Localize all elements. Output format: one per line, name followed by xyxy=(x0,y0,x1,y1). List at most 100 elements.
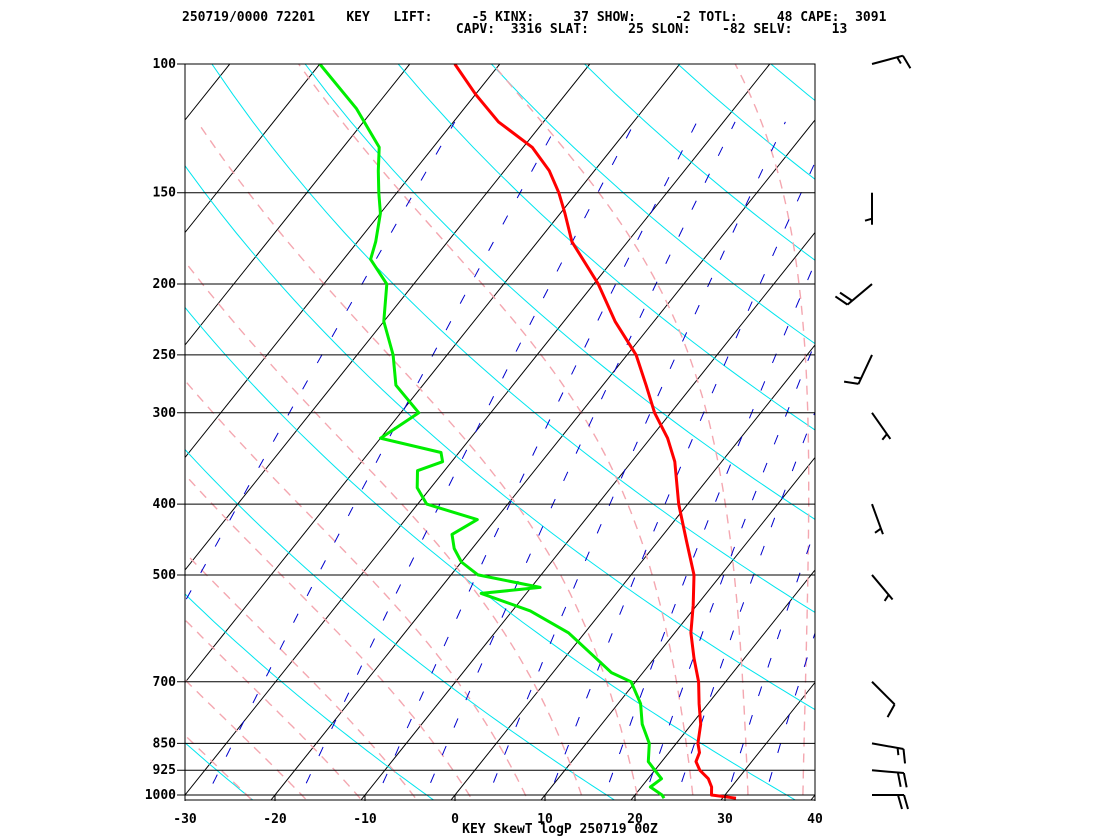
wind-barb xyxy=(872,794,909,810)
wind-barbs xyxy=(834,54,912,810)
mixing-ratio-line xyxy=(675,410,815,800)
header-line-2: CAPV: 3316 SLAT: 25 SLON: -82 SELV: 13 xyxy=(182,22,848,37)
barb-staff xyxy=(871,769,904,775)
dry-adiabat-line xyxy=(490,64,815,345)
barb-staff xyxy=(871,503,884,535)
barb-feather xyxy=(902,748,907,764)
wind-barb xyxy=(834,283,873,306)
moist-adiabat-line xyxy=(185,551,418,800)
mixing-ratio-line xyxy=(602,261,815,800)
wind-barb xyxy=(871,54,912,69)
mixing-ratio-line xyxy=(375,121,698,800)
isotherm-line xyxy=(450,344,815,800)
pressure-tick-label: 100 xyxy=(153,57,177,72)
mixing-ratio-line xyxy=(422,121,736,800)
temp-tick-label: -20 xyxy=(263,812,287,827)
isotherm-line xyxy=(185,64,411,346)
dry-adiabat-line xyxy=(677,64,815,180)
header-line-1: 250719/0000 72201 KEY LIFT: -5 KINX: 37 … xyxy=(182,10,887,25)
pressure-tick-label: 500 xyxy=(153,568,177,583)
wind-barb xyxy=(871,681,896,718)
isotherm-line xyxy=(810,794,815,800)
moist-adiabat-line xyxy=(185,473,474,800)
moist-adiabat-line xyxy=(734,64,810,800)
pressure-tick-label: 1000 xyxy=(145,788,176,803)
barb-half-feather xyxy=(883,594,890,602)
barb-half-feather xyxy=(896,747,900,756)
wind-barb xyxy=(871,769,908,788)
dry-adiabat-line xyxy=(185,593,435,800)
barb-feather xyxy=(903,794,909,810)
pressure-tick-label: 700 xyxy=(153,675,177,690)
barb-half-feather xyxy=(874,527,882,534)
isotherm-line xyxy=(893,31,1120,811)
barb-staff xyxy=(871,681,896,706)
isotherm-line xyxy=(185,64,771,796)
footer-title: KEY SkewT logP 250719 00Z xyxy=(462,822,658,837)
dry-adiabat-line xyxy=(770,64,815,102)
isotherm-line xyxy=(185,64,591,571)
wind-barb xyxy=(871,412,892,441)
pressure-tick-label: 400 xyxy=(153,497,177,512)
barb-half-feather xyxy=(881,433,888,441)
isotherm-line xyxy=(185,64,231,121)
isotherm-line xyxy=(185,64,681,684)
temp-tick-label: 0 xyxy=(451,812,459,827)
barb-staff xyxy=(871,574,894,601)
mixing-ratio-line xyxy=(547,161,815,800)
moist-adiabat-line xyxy=(185,734,253,800)
dry-adiabat-line xyxy=(211,64,815,613)
wind-barb xyxy=(871,742,907,764)
mixing-ratio-line xyxy=(485,121,786,800)
barb-feather xyxy=(834,295,849,306)
isotherm-line xyxy=(270,119,815,800)
pressure-tick-label: 200 xyxy=(153,277,177,292)
moist-adiabat-line xyxy=(298,64,695,800)
isotherm-line xyxy=(720,681,815,800)
isotherm-line xyxy=(185,64,321,234)
moist-adiabat-line xyxy=(492,64,749,800)
barb-feather xyxy=(896,772,902,788)
pressure-tick-label: 300 xyxy=(153,406,177,421)
barb-half-feather xyxy=(853,376,862,380)
barb-staff xyxy=(857,354,873,385)
mixing-ratio-line xyxy=(763,631,815,800)
barb-staff xyxy=(871,742,904,750)
moist-adiabat-line xyxy=(196,121,640,800)
dewpoint-line xyxy=(318,64,666,799)
barb-staff xyxy=(871,412,892,440)
barb-feather xyxy=(897,794,903,810)
temp-tick-label: 10 xyxy=(537,812,553,827)
isotherm-line xyxy=(0,31,77,811)
mixing-ratio-line xyxy=(185,121,456,603)
pressure-tick-label: 150 xyxy=(153,186,177,201)
mixing-ratio-line xyxy=(725,528,815,800)
dry-adiabat-line xyxy=(185,742,254,800)
dry-adiabat-line xyxy=(185,306,797,800)
wind-barb xyxy=(871,503,884,535)
temp-tick-label: -10 xyxy=(353,812,377,827)
temp-tick-label: 40 xyxy=(807,812,823,827)
temp-tick-label: 30 xyxy=(717,812,733,827)
wind-barb xyxy=(864,192,873,225)
barb-feather xyxy=(839,291,853,302)
moist-adiabat-line xyxy=(185,260,584,800)
barb-feather xyxy=(843,380,859,385)
barb-half-feather xyxy=(896,56,902,65)
isotherm-line xyxy=(0,31,167,811)
pressure-tick-label: 850 xyxy=(153,736,177,751)
wind-barb xyxy=(871,574,894,602)
temp-tick-label: 20 xyxy=(627,812,643,827)
barb-feather xyxy=(902,55,912,69)
barb-staff xyxy=(846,283,873,306)
barb-half-feather xyxy=(864,217,873,222)
pressure-tick-label: 250 xyxy=(153,348,177,363)
wind-barb xyxy=(843,354,873,385)
isotherm-line xyxy=(185,64,501,459)
isobar-lines xyxy=(177,63,815,796)
dry-adiabat-line xyxy=(397,64,815,431)
pressure-tick-label: 925 xyxy=(153,763,176,778)
profiles xyxy=(318,64,737,800)
